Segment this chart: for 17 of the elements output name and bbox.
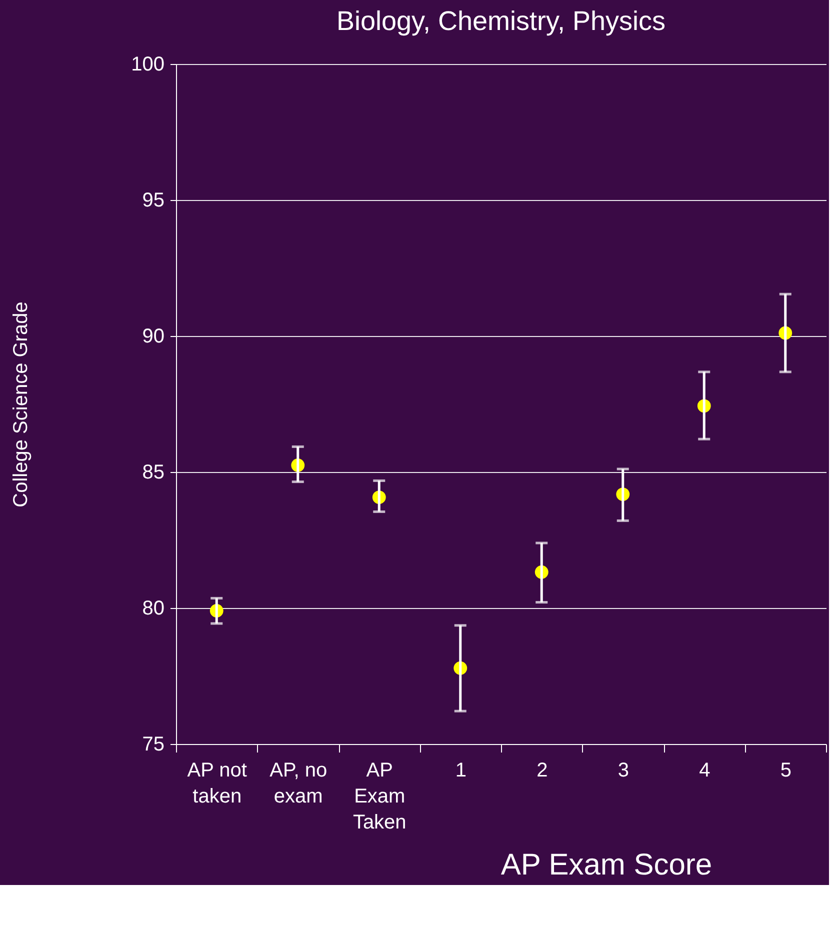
y-tick-label: 100 [131, 54, 164, 76]
x-tick-label: 5 [780, 760, 792, 782]
x-tick-label: 1 [455, 760, 466, 782]
x-tick-label: AP not taken [187, 760, 248, 808]
y-tick-label: 90 [142, 326, 164, 348]
y-tick-label: 75 [142, 734, 164, 756]
x-tick-label: 2 [536, 760, 548, 782]
x-tick-label: 3 [618, 760, 629, 782]
chart-title: Biology, Chemistry, Physics [336, 6, 666, 36]
y-tick-label: 95 [142, 190, 164, 212]
x-tick-label: 4 [699, 760, 710, 782]
x-axis-title: AP Exam Score [500, 848, 712, 882]
y-tick-label: 80 [142, 598, 164, 620]
x-tick-label: AP Exam Taken [352, 760, 406, 834]
y-axis-title: College Science Grade [10, 302, 32, 508]
y-tick-label: 85 [142, 462, 164, 484]
x-tick-label: AP, no exam [270, 760, 328, 808]
